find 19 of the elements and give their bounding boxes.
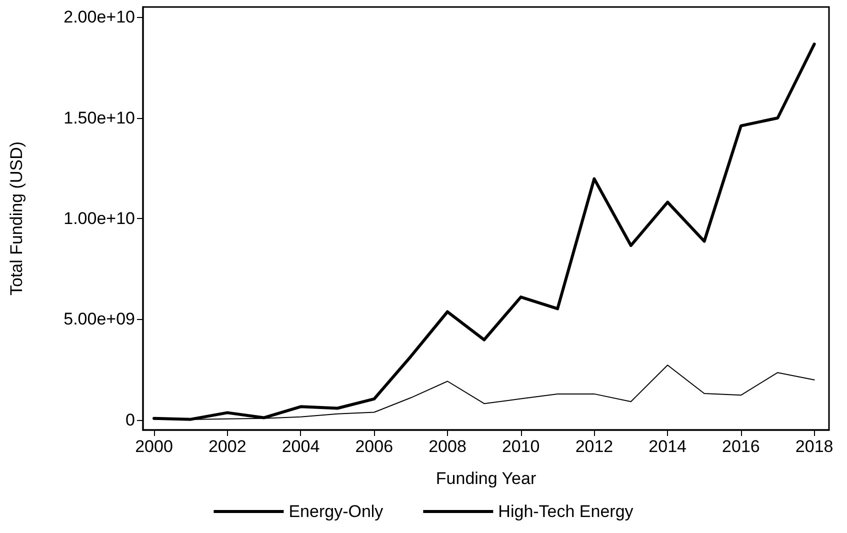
y-tick-label: 2.00e+10 — [64, 8, 135, 27]
legend-label: Energy-Only — [288, 502, 384, 521]
x-tick-label: 2010 — [502, 437, 540, 456]
x-tick-label: 2006 — [355, 437, 394, 456]
x-tick-label: 2008 — [428, 437, 466, 456]
y-tick-label: 1.50e+10 — [64, 108, 135, 128]
legend-label: High-Tech Energy — [498, 502, 634, 521]
x-tick-label: 2004 — [282, 437, 320, 456]
x-tick-label: 2012 — [575, 437, 614, 456]
y-tick-label: 5.00e+09 — [64, 310, 135, 329]
x-tick-label: 2016 — [722, 437, 760, 456]
y-axis-title: Total Funding (USD) — [7, 141, 26, 296]
y-tick-label: 1.00e+10 — [64, 209, 135, 228]
x-tick-label: 2014 — [648, 437, 686, 456]
x-tick-label: 2002 — [208, 437, 246, 456]
x-tick-label: 2000 — [135, 437, 173, 456]
x-tick-label: 2018 — [795, 437, 834, 456]
x-axis-title: Funding Year — [436, 469, 536, 488]
y-tick-label: 0 — [126, 410, 135, 430]
